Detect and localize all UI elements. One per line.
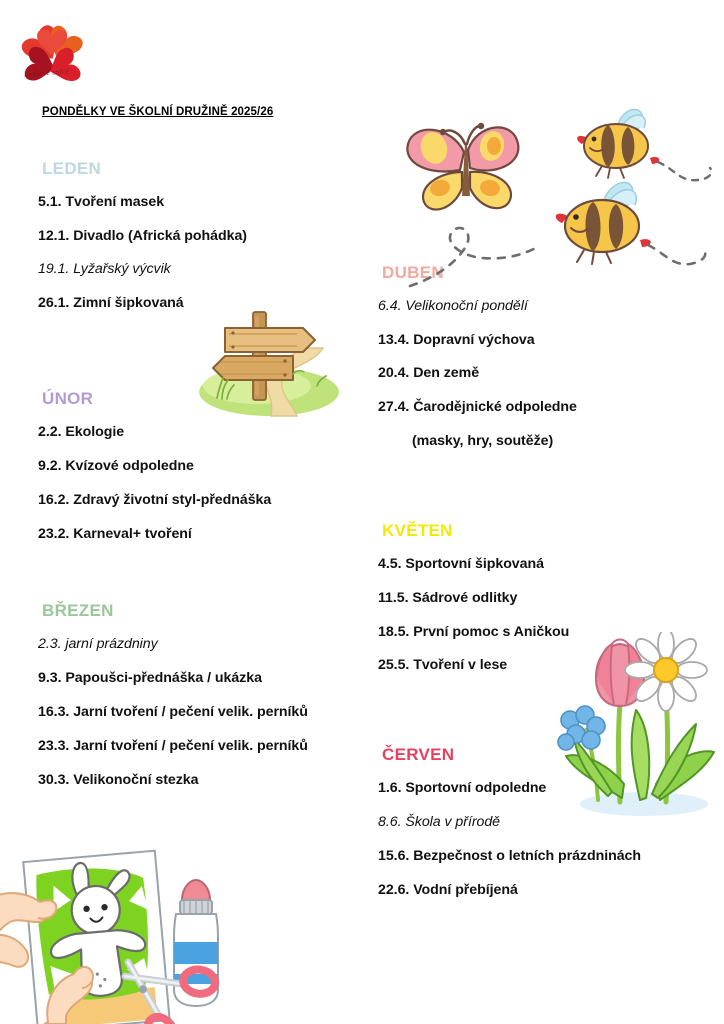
schedule-entry: 9.2. Kvízové odpoledne xyxy=(38,457,194,474)
schedule-entry: 16.3. Jarní tvoření / pečení velik. pern… xyxy=(38,703,308,720)
schedule-entry: 22.6. Vodní přebíjená xyxy=(378,881,518,898)
month-heading-leden: LEDEN xyxy=(42,159,102,178)
month-block-cerven: ČERVEN 1.6. Sportovní odpoledne 8.6. Škola… xyxy=(378,746,698,899)
month-heading-unor: ÚNOR xyxy=(42,389,94,409)
spacer xyxy=(378,466,698,522)
schedule-entry: 15.6. Bezpečnost o letních prázdninách xyxy=(378,847,641,864)
month-block-kveten: KVĚTEN 4.5. Sportovní šipkovaná 11.5. Sádr… xyxy=(378,521,698,675)
schedule-entry: 20.4. Den země xyxy=(378,365,480,382)
month-heading-kveten: KVĚTEN xyxy=(382,521,453,541)
month-heading-cerven: ČERVEN xyxy=(382,745,455,765)
schedule-entry: 26.1. Zimní šipkovaná xyxy=(38,295,184,312)
schedule-entry: 8.6. Škola v přírodě xyxy=(378,813,501,830)
schedule-entry: 2.3. jarní prázdniny xyxy=(38,636,158,653)
schedule-entry: 12.1. Divadlo (Africká pohádka) xyxy=(38,227,247,244)
month-block-duben: DUBEN 6.4. Velikonoční pondělí 13.4. Dopra… xyxy=(378,263,698,451)
schedule-entry: 1.6. Sportovní odpoledne xyxy=(378,779,547,796)
page-title: PONDĚLKY VE ŠKOLNÍ DRUŽINĚ 2025/26 xyxy=(42,106,274,118)
schedule-entry: 13.4. Dopravní výchova xyxy=(378,331,535,348)
schedule-column-right: DUBEN 6.4. Velikonoční pondělí 13.4. Dopra… xyxy=(378,263,698,944)
schedule-entry: 19.1. Lyžařský výcvik xyxy=(38,261,171,278)
organization-logo: Laskavé srdce xyxy=(14,16,94,92)
butterfly-and-bees-illustration xyxy=(404,96,716,290)
schedule-entry: 2.2. Ekologie xyxy=(38,423,125,440)
wooden-signpost-illustration xyxy=(197,300,347,418)
month-heading-brezen: BŘEZEN xyxy=(42,601,114,621)
schedule-entry: (masky, hry, soutěže) xyxy=(412,433,554,450)
schedule-entry: 11.5. Sádrové odlitky xyxy=(378,589,518,606)
month-block-unor: ÚNOR 2.2. Ekologie 9.2. Kvízové odpoledne 1… xyxy=(38,389,358,543)
schedule-entry: 25.5. Tvoření v lese xyxy=(378,657,508,674)
schedule-entry: 16.2. Zdravý životní styl-přednáška xyxy=(38,491,272,508)
month-block-brezen: BŘEZEN 2.3. jarní prázdniny 9.3. Papoušci-… xyxy=(38,602,358,789)
schedule-entry: 30.3. Velikonoční stezka xyxy=(38,771,199,788)
spacer xyxy=(378,914,698,944)
schedule-entry: 5.1. Tvoření masek xyxy=(38,193,165,210)
heart-flower-logo-icon xyxy=(21,25,83,82)
spacer xyxy=(38,558,358,602)
schedule-entry: 9.3. Papoušci-přednáška / ukázka xyxy=(38,669,262,686)
schedule-entry: 4.5. Sportovní šipkovaná xyxy=(378,555,544,572)
paper-craft-bunny-illustration xyxy=(0,840,246,1024)
schedule-entry: 18.5. První pomoc s Aničkou xyxy=(378,623,570,640)
spacer xyxy=(38,804,358,834)
schedule-entry: 27.4. Čarodějnické odpoledne xyxy=(378,399,577,416)
schedule-entry: 6.4. Velikonoční pondělí xyxy=(378,297,528,314)
schedule-entry: 23.3. Jarní tvoření / pečení velik. pern… xyxy=(38,737,308,754)
month-block-leden: LEDEN 5.1. Tvoření masek 12.1. Divadlo (Af… xyxy=(38,159,358,313)
spring-flowers-illustration xyxy=(556,632,724,822)
schedule-column-left: LEDEN 5.1. Tvoření masek 12.1. Divadlo (Af… xyxy=(38,159,358,834)
schedule-entry: 23.2. Karneval+ tvoření xyxy=(38,525,192,542)
